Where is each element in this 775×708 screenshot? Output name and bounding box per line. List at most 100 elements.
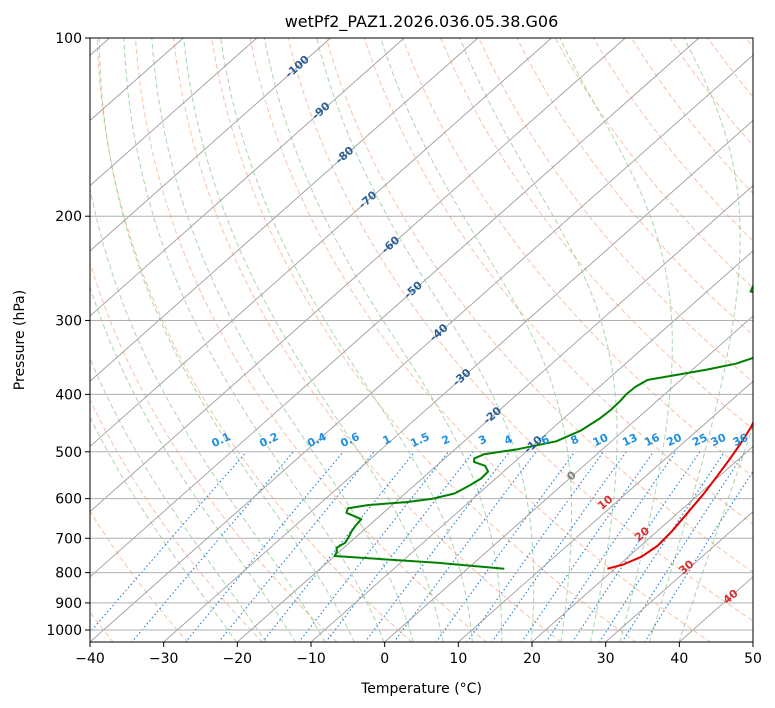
dry-adiabat bbox=[325, 38, 753, 573]
mixing-ratio-line bbox=[621, 451, 746, 642]
mixing-ratio-label: 1 bbox=[381, 433, 393, 448]
y-tick-label: 1000 bbox=[46, 623, 82, 639]
x-tick-label: −30 bbox=[149, 651, 179, 667]
moist-adiabat bbox=[220, 38, 473, 642]
x-tick-label: −20 bbox=[223, 651, 253, 667]
dry-adiabat-label: 20 bbox=[632, 524, 652, 544]
moist-adiabat bbox=[316, 38, 535, 642]
y-tick-label: 300 bbox=[55, 313, 82, 329]
moist-adiabat bbox=[380, 38, 573, 642]
isotherm-line bbox=[752, 641, 753, 642]
mixing-ratio-line bbox=[466, 451, 604, 642]
mixing-ratio-label: 16 bbox=[642, 431, 662, 449]
moist-adiabat bbox=[263, 38, 503, 642]
isotherm-label: -100 bbox=[283, 53, 312, 81]
moist-adiabat bbox=[90, 285, 296, 642]
mixing-ratio-line bbox=[393, 451, 537, 642]
mixing-ratio-line bbox=[598, 451, 726, 642]
x-tick-label: 10 bbox=[449, 651, 467, 667]
mixing-ratio-line bbox=[545, 451, 677, 642]
y-tick-label: 500 bbox=[55, 445, 82, 461]
mixing-ratio-label: 30 bbox=[709, 431, 729, 449]
moist-adiabat bbox=[90, 357, 267, 642]
mixing-ratio-label: 0.1 bbox=[210, 430, 233, 450]
isotherm-line bbox=[162, 119, 753, 642]
mixing-ratio-label: 2 bbox=[440, 433, 452, 448]
y-tick-label: 800 bbox=[55, 566, 82, 582]
mixing-ratio-line bbox=[90, 451, 247, 634]
mixing-ratio-label: 4 bbox=[502, 432, 515, 447]
dry-adiabat bbox=[516, 38, 753, 336]
dry-adiabat bbox=[592, 38, 753, 242]
mixing-ratio-label: 0.2 bbox=[257, 430, 280, 450]
isotherm-line bbox=[90, 38, 700, 578]
isotherm-line bbox=[90, 38, 626, 513]
y-tick-label: 900 bbox=[55, 596, 82, 612]
y-tick-label: 100 bbox=[55, 31, 82, 47]
isotherm-line bbox=[531, 445, 753, 642]
moist-adiabat bbox=[648, 38, 741, 642]
isotherm-line bbox=[604, 511, 753, 642]
dry-adiabat bbox=[90, 398, 264, 642]
moist-adiabat bbox=[678, 424, 753, 642]
mixing-ratio-label: 13 bbox=[620, 431, 639, 449]
moist-adiabat bbox=[123, 38, 385, 642]
moist-adiabat bbox=[183, 38, 444, 642]
mixing-ratio-line bbox=[521, 451, 654, 642]
mixing-ratio-line bbox=[644, 470, 753, 642]
x-tick-label: 0 bbox=[380, 651, 389, 667]
mixing-ratio-line bbox=[491, 451, 627, 642]
mixing-ratio-line bbox=[184, 451, 344, 642]
mixing-ratio-line bbox=[435, 451, 576, 642]
mixing-ratio-line bbox=[571, 451, 701, 642]
dry-adiabat bbox=[440, 38, 753, 430]
background-lines bbox=[90, 38, 753, 642]
isotherm-line bbox=[90, 54, 753, 642]
dry-adiabat bbox=[707, 38, 753, 98]
y-axis-label: Pressure (hPa) bbox=[12, 290, 28, 390]
dry-adiabat bbox=[669, 38, 753, 147]
moist-adiabat bbox=[98, 38, 355, 642]
dewpoint-line bbox=[333, 283, 753, 570]
dry-adiabat-label: 30 bbox=[676, 557, 696, 577]
mixing-ratio-line bbox=[364, 451, 510, 642]
mixing-ratio-label: 20 bbox=[664, 431, 684, 449]
x-tick-label: −40 bbox=[75, 651, 105, 667]
isotherm-line bbox=[236, 185, 753, 642]
chart-title: wetPf2_PAZ1.2026.036.05.38.G06 bbox=[285, 12, 559, 32]
mixing-ratio-line bbox=[325, 451, 474, 642]
x-tick-label: −10 bbox=[296, 651, 326, 667]
x-axis-label: Temperature (°C) bbox=[360, 681, 482, 697]
mixing-ratio-line bbox=[218, 451, 375, 642]
mixing-ratio-label: 8 bbox=[569, 433, 581, 448]
isotherm-line bbox=[310, 250, 753, 642]
dry-adiabat bbox=[134, 38, 488, 642]
isotherm-line bbox=[90, 38, 405, 317]
isotherm-line bbox=[678, 576, 753, 642]
dry-adiabat bbox=[554, 38, 753, 289]
y-tick-label: 200 bbox=[55, 209, 82, 225]
isotherm-line bbox=[90, 38, 552, 448]
mixing-ratio-label: 0.6 bbox=[338, 430, 361, 450]
mixing-ratio-line bbox=[261, 451, 416, 642]
y-tick-label: 700 bbox=[55, 531, 82, 547]
mixing-ratio-label: 10 bbox=[591, 431, 611, 449]
mixing-ratio-label: 25 bbox=[690, 431, 709, 449]
plot-frame bbox=[89, 37, 754, 643]
y-tick-label: 400 bbox=[55, 387, 82, 403]
moist-adiabat bbox=[90, 185, 326, 642]
y-tick-label: 600 bbox=[55, 492, 82, 508]
isotherm-line bbox=[90, 38, 258, 187]
dry-adiabat bbox=[96, 38, 413, 642]
isotherm-line bbox=[457, 380, 753, 642]
moist-adiabat bbox=[559, 38, 673, 642]
dry-adiabat bbox=[211, 38, 637, 642]
x-tick-label: 20 bbox=[523, 651, 541, 667]
dry-adiabat bbox=[745, 38, 753, 48]
dry-adiabat bbox=[90, 260, 338, 642]
mixing-ratio-label: 1.5 bbox=[408, 430, 431, 450]
isotherm-line bbox=[90, 38, 331, 252]
isotherm-line bbox=[383, 315, 753, 642]
dry-adiabat bbox=[287, 38, 753, 622]
